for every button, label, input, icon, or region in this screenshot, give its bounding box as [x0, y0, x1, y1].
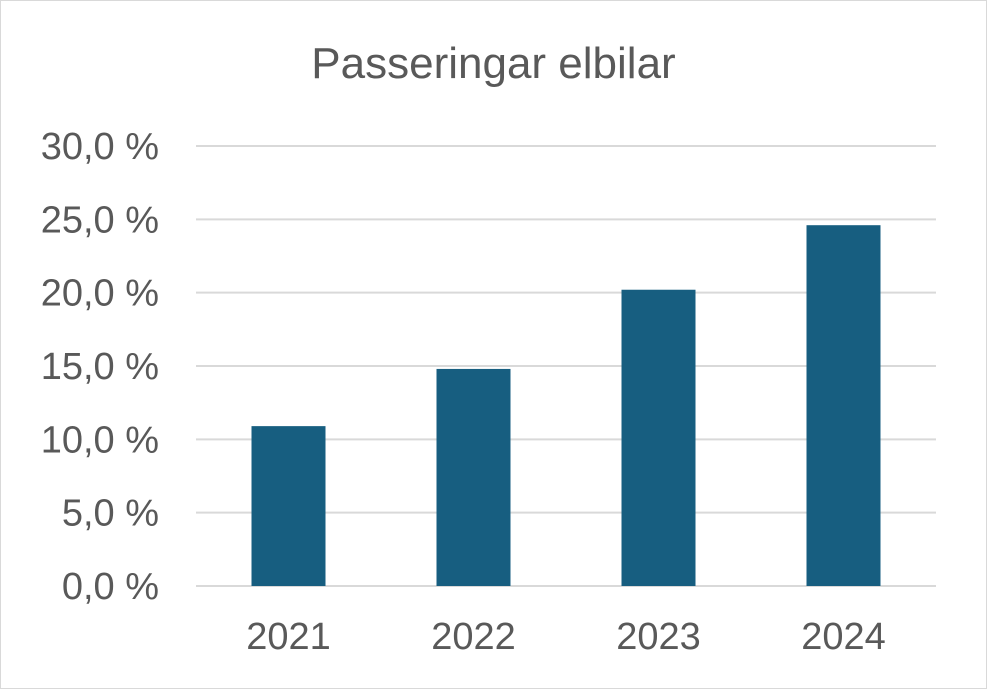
bar-2022 — [436, 368, 511, 586]
bars — [251, 225, 881, 586]
y-axis-tick-labels: 0,0 % 5,0 % 10,0 % 15,0 % 20,0 % 25,0 % 30,0 % — [41, 126, 159, 608]
x-tick-label: 2022 — [431, 616, 516, 658]
x-tick-label: 2024 — [801, 616, 886, 658]
bar-2021 — [251, 426, 326, 586]
x-tick-label: 2021 — [246, 616, 331, 658]
y-tick-label: 5,0 % — [62, 493, 159, 535]
y-tick-label: 25,0 % — [41, 199, 159, 241]
bar-2023 — [621, 289, 696, 586]
bar-2024 — [806, 225, 881, 586]
y-tick-label: 0,0 % — [62, 566, 159, 608]
x-axis-tick-labels: 2021 2022 2023 2024 — [246, 616, 886, 658]
y-tick-label: 30,0 % — [41, 126, 159, 168]
x-tick-label: 2023 — [616, 616, 701, 658]
chart-title: Passeringar elbilar — [311, 39, 676, 88]
y-tick-label: 20,0 % — [41, 273, 159, 315]
y-tick-label: 10,0 % — [41, 419, 159, 461]
y-tick-label: 15,0 % — [41, 346, 159, 388]
